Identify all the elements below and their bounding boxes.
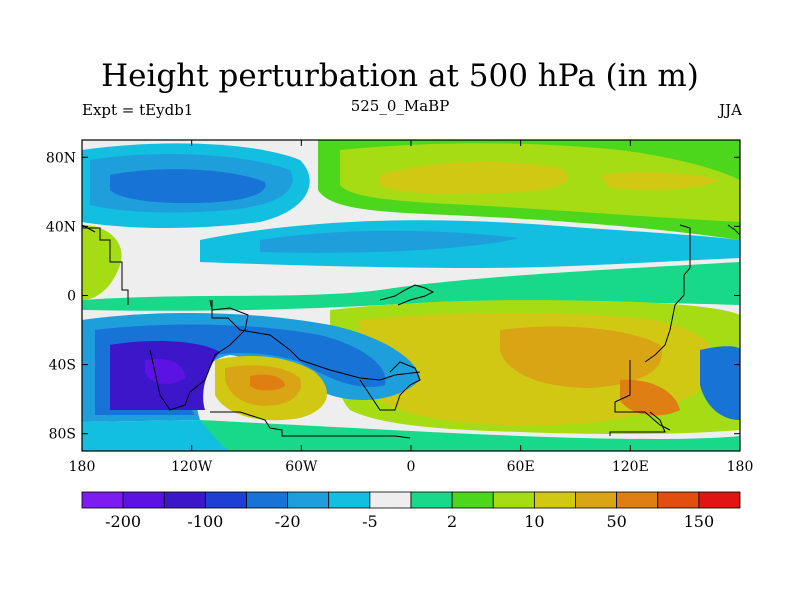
colorbar-label: 10 <box>524 512 544 531</box>
band-north-tropics <box>82 262 740 311</box>
coastline-australia-ridge <box>644 224 691 363</box>
x-tick-label: 0 <box>407 459 416 475</box>
colorbar-swatch <box>163 491 206 509</box>
colorbar-swatch <box>492 491 535 509</box>
strip-south-green <box>200 420 740 451</box>
coastline-asia-east <box>614 360 671 431</box>
patch-southeast-hotspot <box>620 379 680 416</box>
height-field <box>82 140 740 451</box>
band-midlat-core <box>260 230 520 253</box>
x-tick-label: 180 <box>69 459 96 475</box>
colorbar-label: 150 <box>684 512 715 531</box>
colorbar: -200 -100 -20 -5 2 10 50 150 <box>81 491 741 531</box>
colorbar-label: 2 <box>447 512 457 531</box>
coastlines <box>82 224 740 439</box>
y-tick-label: 80S <box>49 427 76 443</box>
patch-east-pacific-core <box>600 172 720 190</box>
colorbar-swatch <box>81 491 124 509</box>
colorbar-swatch <box>204 491 247 509</box>
x-axis: 180 120W 60W 0 60E 120E 180 <box>69 140 754 475</box>
coastline-southeast-lobe <box>609 411 666 436</box>
band-northeast-core <box>380 161 568 195</box>
y-tick-label: 0 <box>67 289 76 305</box>
chart-title: Height perturbation at 500 hPa (in m) <box>101 58 699 94</box>
x-tick-label: 60E <box>507 459 535 475</box>
colorbar-label: -200 <box>105 512 141 531</box>
y-tick-label: 40N <box>46 219 76 235</box>
coastline-africa <box>359 361 421 411</box>
colorbar-label: -5 <box>362 512 378 531</box>
coastline-americas-north <box>82 227 129 305</box>
colorbar-swatch <box>122 491 165 509</box>
patch-west-edge <box>82 225 122 300</box>
y-axis: 80N 40N 0 40S 80S <box>46 150 740 443</box>
region-southeast-core <box>500 326 662 388</box>
colorbar-swatch <box>369 491 412 509</box>
colorbar-swatch <box>616 491 659 509</box>
coastline-antarctica <box>211 300 421 381</box>
coastline-south-america <box>149 299 249 411</box>
experiment-label: Expt = tEydb1 <box>82 101 194 119</box>
coastline-east-edge <box>727 224 740 236</box>
patch-southeast-blue <box>700 346 740 420</box>
x-tick-label: 180 <box>727 459 754 475</box>
colorbar-label: 50 <box>606 512 626 531</box>
ridge-southwest-core <box>250 374 285 391</box>
run-label: 525_0_MaBP <box>350 97 450 115</box>
colorbar-swatch <box>451 491 494 509</box>
y-tick-label: 80N <box>46 150 76 166</box>
colorbar-label: -20 <box>275 512 301 531</box>
x-tick-label: 120E <box>612 459 649 475</box>
colorbar-swatch <box>328 491 371 509</box>
trough-core-deepest <box>145 358 185 384</box>
x-tick-label: 60W <box>285 459 318 475</box>
colorbar-swatch <box>287 491 330 509</box>
colorbar-swatch <box>575 491 618 509</box>
colorbar-swatch <box>657 491 700 509</box>
colorbar-label: -100 <box>187 512 223 531</box>
colorbar-swatch <box>246 491 289 509</box>
patch-north-pacific-core <box>110 169 266 204</box>
colorbar-swatch <box>698 491 741 509</box>
season-label: JJA <box>719 101 742 119</box>
colorbar-swatch <box>410 491 453 509</box>
coastline-mid-ocean-island <box>379 284 435 306</box>
strip-south-blue <box>82 420 230 451</box>
y-tick-label: 40S <box>49 358 76 374</box>
colorbar-swatch <box>533 491 576 509</box>
x-tick-label: 120W <box>171 459 213 475</box>
coastline-southern-plateau <box>210 411 411 439</box>
